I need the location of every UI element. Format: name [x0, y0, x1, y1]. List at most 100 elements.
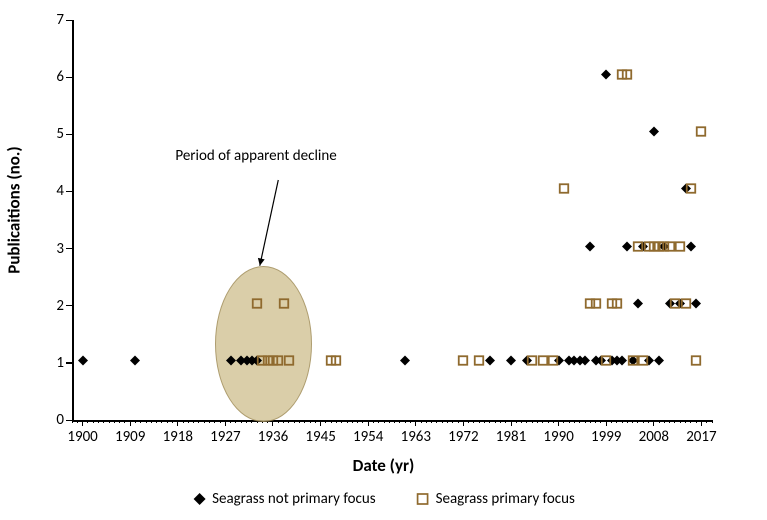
x-minor-tick — [87, 420, 88, 423]
x-major-tick — [606, 420, 607, 426]
x-major-tick — [225, 420, 226, 426]
x-minor-tick — [659, 420, 660, 423]
x-minor-tick — [198, 420, 199, 423]
x-minor-tick — [690, 420, 691, 423]
x-minor-tick — [574, 420, 575, 423]
x-minor-tick — [135, 420, 136, 423]
data-point — [647, 125, 661, 144]
x-minor-tick — [553, 420, 554, 423]
data-point — [636, 353, 650, 372]
x-minor-tick — [595, 420, 596, 423]
x-major-tick — [272, 420, 273, 426]
x-major-tick — [511, 420, 512, 426]
x-major-tick — [320, 420, 321, 426]
x-minor-tick — [325, 420, 326, 423]
data-point — [684, 182, 698, 201]
x-minor-tick — [394, 420, 395, 423]
x-minor-tick — [299, 420, 300, 423]
x-minor-tick — [569, 420, 570, 423]
x-minor-tick — [500, 420, 501, 423]
x-minor-tick — [458, 420, 459, 423]
x-minor-tick — [220, 420, 221, 423]
x-tick-label: 2017 — [686, 428, 716, 446]
data-point — [620, 68, 634, 87]
x-minor-tick — [537, 420, 538, 423]
x-major-tick — [415, 420, 416, 426]
x-tick-label: 2008 — [639, 428, 669, 446]
x-minor-tick — [521, 420, 522, 423]
x-minor-tick — [563, 420, 564, 423]
x-minor-tick — [230, 420, 231, 423]
x-minor-tick — [585, 420, 586, 423]
x-minor-tick — [685, 420, 686, 423]
x-minor-tick — [183, 420, 184, 423]
legend-label: Seagrass primary focus — [436, 490, 575, 508]
x-minor-tick — [505, 420, 506, 423]
x-major-tick — [368, 420, 369, 426]
data-point — [673, 239, 687, 258]
x-minor-tick — [526, 420, 527, 423]
data-point — [694, 125, 708, 144]
x-minor-tick — [680, 420, 681, 423]
x-minor-tick — [384, 420, 385, 423]
x-major-tick — [177, 420, 178, 426]
x-minor-tick — [341, 420, 342, 423]
x-minor-tick — [426, 420, 427, 423]
x-minor-tick — [156, 420, 157, 423]
x-tick-label: 1990 — [543, 428, 573, 446]
x-minor-tick — [119, 420, 120, 423]
data-point — [599, 353, 613, 372]
x-minor-tick — [495, 420, 496, 423]
x-minor-tick — [140, 420, 141, 423]
x-minor-tick — [304, 420, 305, 423]
data-point — [250, 296, 264, 315]
y-tick-label: 1 — [34, 354, 64, 372]
x-minor-tick — [103, 420, 104, 423]
x-minor-tick — [98, 420, 99, 423]
plot-area: Period of apparent decline01234567190019… — [72, 20, 712, 420]
x-tick-label: 1900 — [67, 428, 97, 446]
x-minor-tick — [331, 420, 332, 423]
legend-item-not-primary: Seagrass not primary focus — [192, 490, 376, 508]
x-minor-tick — [405, 420, 406, 423]
legend-item-primary: Seagrass primary focus — [416, 490, 575, 508]
x-minor-tick — [193, 420, 194, 423]
x-minor-tick — [532, 420, 533, 423]
x-minor-tick — [669, 420, 670, 423]
x-minor-tick — [627, 420, 628, 423]
x-minor-tick — [447, 420, 448, 423]
x-minor-tick — [347, 420, 348, 423]
x-tick-label: 1999 — [591, 428, 621, 446]
x-minor-tick — [373, 420, 374, 423]
x-minor-tick — [616, 420, 617, 423]
data-point — [652, 353, 666, 372]
x-minor-tick — [643, 420, 644, 423]
y-tick-label: 0 — [34, 411, 64, 429]
x-minor-tick — [590, 420, 591, 423]
x-minor-tick — [548, 420, 549, 423]
data-point — [557, 182, 571, 201]
x-minor-tick — [124, 420, 125, 423]
data-point — [329, 353, 343, 372]
legend-label: Seagrass not primary focus — [212, 490, 376, 508]
x-minor-tick — [712, 420, 713, 423]
x-tick-label: 1981 — [496, 428, 526, 446]
x-minor-tick — [172, 420, 173, 423]
y-tick-label: 2 — [34, 297, 64, 315]
x-tick-label: 1909 — [115, 428, 145, 446]
y-tick-label: 3 — [34, 240, 64, 258]
x-minor-tick — [706, 420, 707, 423]
x-minor-tick — [696, 420, 697, 423]
x-minor-tick — [489, 420, 490, 423]
x-minor-tick — [93, 420, 94, 423]
x-minor-tick — [452, 420, 453, 423]
square-icon — [416, 492, 430, 506]
x-minor-tick — [399, 420, 400, 423]
y-tick — [66, 20, 72, 21]
x-minor-tick — [241, 420, 242, 423]
x-minor-tick — [114, 420, 115, 423]
decline-ellipse — [215, 266, 312, 422]
x-minor-tick — [336, 420, 337, 423]
x-minor-tick — [479, 420, 480, 423]
x-major-tick — [463, 420, 464, 426]
